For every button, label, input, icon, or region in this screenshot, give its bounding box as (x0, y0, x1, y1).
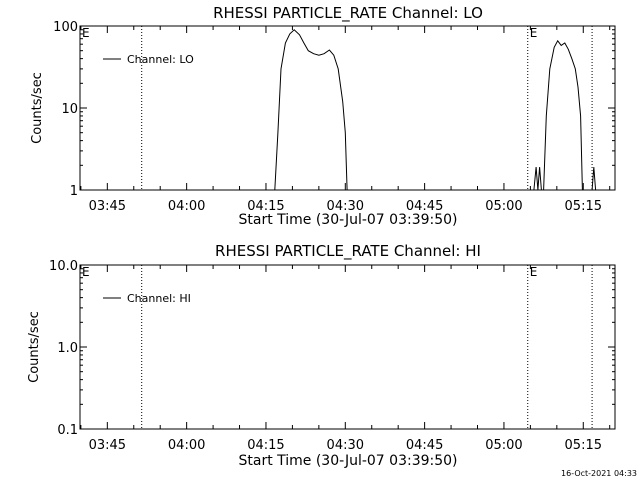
series-channel-lo (274, 29, 597, 191)
x-tick-label: 04:30 (327, 199, 364, 214)
event-markers: E (141, 265, 593, 429)
series-line (533, 167, 542, 191)
x-tick-label: 05:00 (485, 199, 522, 214)
x-tick-label: 03:45 (89, 438, 126, 453)
chart-title: RHESSI PARTICLE_RATE Channel: HI (215, 242, 481, 261)
x-axis: 03:45 04:00 04:15 04:30 04:45 05:00 05:15 (80, 26, 611, 214)
event-line-label: E (530, 26, 538, 40)
y-axis-title: Counts/sec (30, 72, 45, 144)
event-line-label: E (530, 265, 538, 279)
y-tick-label: 0.1 (57, 423, 78, 438)
event-markers: E (141, 26, 593, 190)
y-axis-title: Counts/sec (27, 311, 42, 383)
y-tick-label: 1 (70, 184, 78, 199)
x-tick-label: 04:00 (168, 199, 205, 214)
x-axis: 03:45 04:00 04:15 04:30 04:45 05:00 05:15 (80, 265, 611, 453)
x-axis-title: Start Time (30-Jul-07 03:39:50) (238, 212, 457, 228)
chart-panel-hi: RHESSI PARTICLE_RATE Channel: HI 0.1 1.0 1… (27, 242, 616, 469)
x-tick-label: 04:00 (168, 438, 205, 453)
legend-label: Channel: LO (127, 53, 194, 66)
x-axis-title: Start Time (30-Jul-07 03:39:50) (238, 453, 457, 469)
series-line (591, 167, 597, 191)
series-line (543, 39, 583, 191)
y-tick-label: 100 (53, 20, 78, 35)
legend: Channel: HI (103, 292, 191, 305)
x-tick-label: 03:45 (89, 199, 126, 214)
x-tick-label: 04:15 (247, 199, 284, 214)
x-tick-label: 04:15 (247, 438, 284, 453)
x-tick-label: 04:45 (406, 199, 443, 214)
x-tick-label: 05:15 (565, 199, 602, 214)
y-tick-label: 10.0 (49, 259, 78, 274)
chart-title: RHESSI PARTICLE_RATE Channel: LO (213, 4, 483, 23)
x-tick-label: 04:45 (406, 438, 443, 453)
y-axis: 0.1 1.0 10.0 (49, 259, 615, 438)
chart-panel-lo: RHESSI PARTICLE_RATE Channel: LO 110100 … (30, 4, 616, 228)
legend: Channel: LO (103, 53, 194, 66)
corner-label: E (82, 265, 90, 279)
footer-date: 16-Oct-2021 04:33 (561, 469, 637, 478)
legend-label: Channel: HI (127, 292, 191, 305)
x-tick-label: 05:00 (485, 438, 522, 453)
x-tick-label: 05:15 (565, 438, 602, 453)
y-tick-label: 10 (61, 102, 78, 117)
series-line (274, 29, 348, 191)
corner-label: E (82, 26, 90, 40)
x-tick-label: 04:30 (327, 438, 364, 453)
y-axis: 1 10 100 (53, 20, 615, 199)
y-tick-label: 1.0 (57, 341, 78, 356)
